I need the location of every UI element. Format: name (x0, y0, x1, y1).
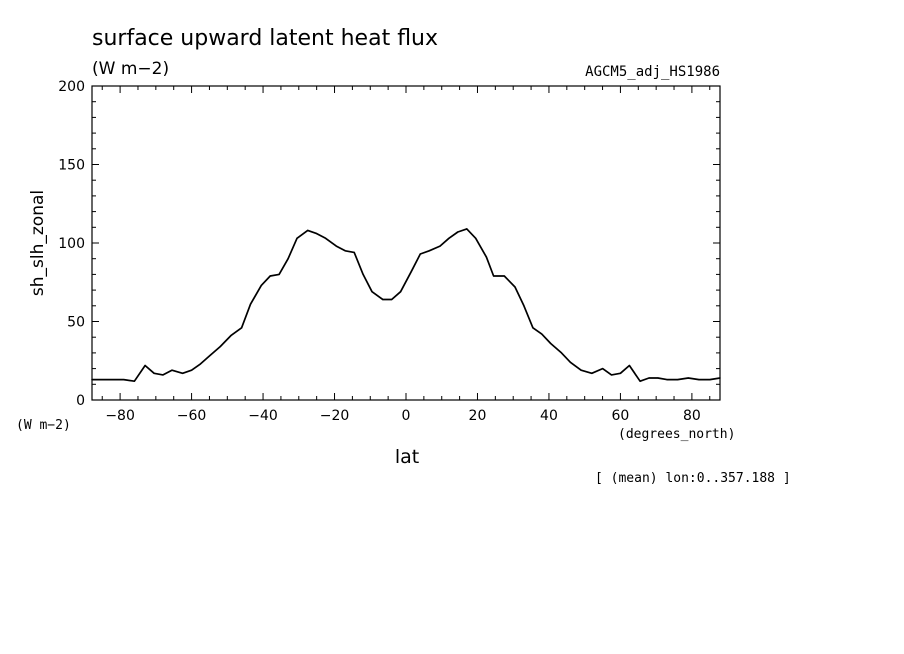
data-point (287, 258, 289, 260)
data-point (353, 251, 355, 254)
data-point (666, 378, 668, 381)
y-tick-label: 200 (58, 79, 85, 95)
data-point (171, 369, 173, 371)
y-tick-labels: 0 50 100 150 200 (58, 79, 85, 409)
data-point (485, 256, 488, 258)
data-point (698, 378, 700, 381)
data-point (709, 378, 711, 381)
data-point (101, 378, 103, 381)
data-point (648, 377, 650, 379)
data-point (91, 378, 93, 381)
data-point (466, 228, 468, 230)
footnote: [ (mean) lon:0..357.188 ] (595, 471, 791, 486)
y-tick-label: 100 (58, 236, 85, 252)
data-point (307, 229, 309, 232)
data-point (428, 250, 430, 252)
data-point (523, 305, 525, 307)
data-point (371, 291, 373, 293)
data-point (419, 253, 421, 255)
x-tick-label: −40 (248, 408, 278, 424)
data-point (190, 369, 193, 371)
data-point (269, 275, 271, 277)
data-point (503, 275, 505, 277)
data-point (410, 270, 412, 272)
series-line-sh-slh-zonal (91, 228, 721, 383)
data-point (133, 380, 135, 382)
data-point (249, 303, 252, 305)
data-point (153, 372, 155, 374)
x-tick-label: 60 (612, 408, 630, 424)
y-tick-label: 150 (58, 158, 85, 174)
axis-ticks (92, 85, 720, 401)
x-tick-label: −60 (177, 408, 207, 424)
data-point (162, 374, 164, 376)
data-point (182, 372, 184, 374)
x-axis-units: (degrees_north) (618, 427, 735, 442)
data-point (208, 355, 211, 357)
data-point (569, 361, 571, 363)
data-point (278, 273, 280, 275)
data-point (591, 372, 593, 374)
x-tick-label: −80 (105, 408, 135, 424)
x-tick-label: 40 (540, 408, 558, 424)
data-point (657, 377, 659, 379)
y-tick-label: 50 (67, 315, 85, 331)
data-point (439, 245, 441, 247)
y-tick-label: 0 (76, 393, 85, 409)
y-axis-units: (W m−2) (16, 418, 71, 433)
data-point (457, 231, 459, 233)
x-tick-label: 0 (402, 408, 411, 424)
data-point (296, 237, 298, 239)
data-point (514, 286, 516, 288)
x-axis-label: lat (395, 446, 419, 468)
data-point (619, 372, 622, 374)
data-point (144, 364, 146, 367)
dataset-label: AGCM5_adj_HS1986 (585, 64, 720, 80)
data-point (492, 275, 495, 277)
data-point (199, 363, 202, 365)
data-point (260, 284, 262, 286)
data-point (719, 377, 721, 379)
data-point (601, 368, 604, 370)
data-point (532, 327, 534, 329)
data-point (687, 377, 689, 379)
x-tick-label: −20 (320, 408, 350, 424)
data-point (241, 327, 243, 329)
x-tick-labels: −80 −60 −40 −20 0 20 40 60 80 (105, 408, 700, 424)
data-point (324, 237, 327, 239)
data-point (580, 369, 582, 371)
data-point (316, 232, 318, 235)
data-point (112, 378, 114, 381)
series-points (91, 228, 721, 382)
data-point (335, 245, 337, 247)
data-point (391, 298, 393, 301)
data-point (475, 237, 477, 239)
data-point (550, 342, 552, 345)
data-point (541, 333, 543, 335)
data-point (560, 352, 563, 354)
data-point (628, 364, 630, 367)
chart-title: surface upward latent heat flux (92, 26, 438, 51)
data-point (448, 237, 450, 239)
data-point (362, 273, 364, 275)
data-point (219, 346, 221, 348)
data-point (230, 335, 232, 337)
data-point (123, 378, 125, 381)
x-tick-label: 80 (683, 408, 701, 424)
data-point (610, 374, 613, 376)
data-point (639, 380, 641, 382)
plot-frame (91, 85, 721, 401)
y-axis-label: sh_slh_zonal (28, 190, 48, 296)
data-point (382, 298, 384, 301)
x-tick-label: 20 (469, 408, 487, 424)
data-point (344, 250, 346, 252)
chart-units: (W m−2) (92, 59, 169, 79)
data-point (677, 378, 679, 381)
data-point (400, 291, 402, 293)
